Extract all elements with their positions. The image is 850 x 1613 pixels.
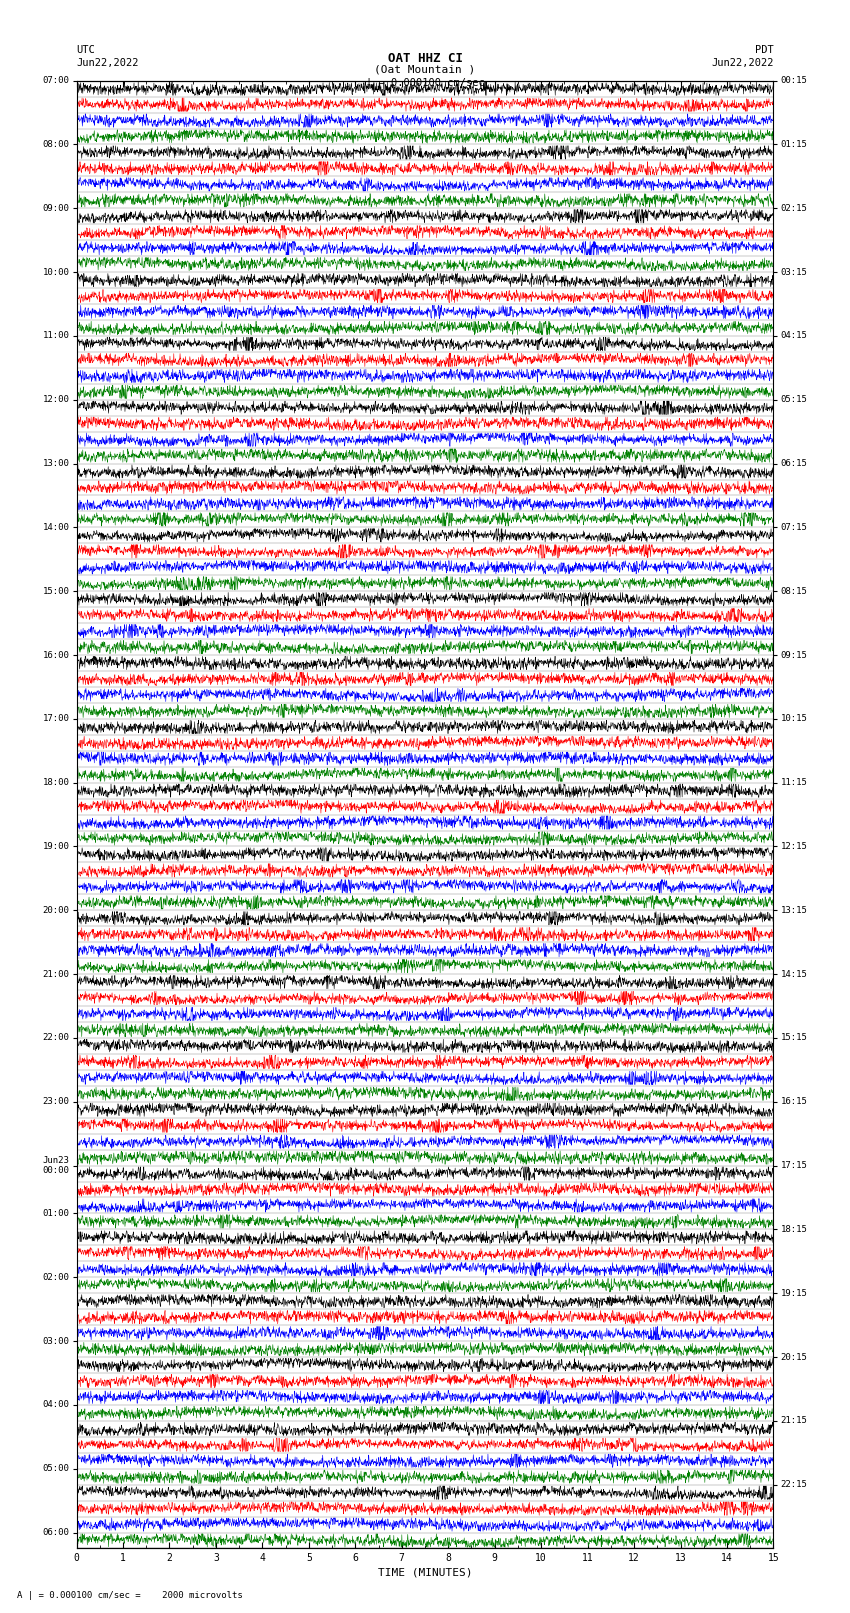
Text: Jun22,2022: Jun22,2022	[711, 58, 774, 68]
X-axis label: TIME (MINUTES): TIME (MINUTES)	[377, 1568, 473, 1578]
Text: | = 0.000100 cm/sec: | = 0.000100 cm/sec	[366, 77, 484, 89]
Text: UTC: UTC	[76, 45, 95, 55]
Text: (Oat Mountain ): (Oat Mountain )	[374, 65, 476, 74]
Text: PDT: PDT	[755, 45, 774, 55]
Text: Jun22,2022: Jun22,2022	[76, 58, 139, 68]
Text: A | = 0.000100 cm/sec =    2000 microvolts: A | = 0.000100 cm/sec = 2000 microvolts	[17, 1590, 243, 1600]
Text: OAT HHZ CI: OAT HHZ CI	[388, 52, 462, 65]
